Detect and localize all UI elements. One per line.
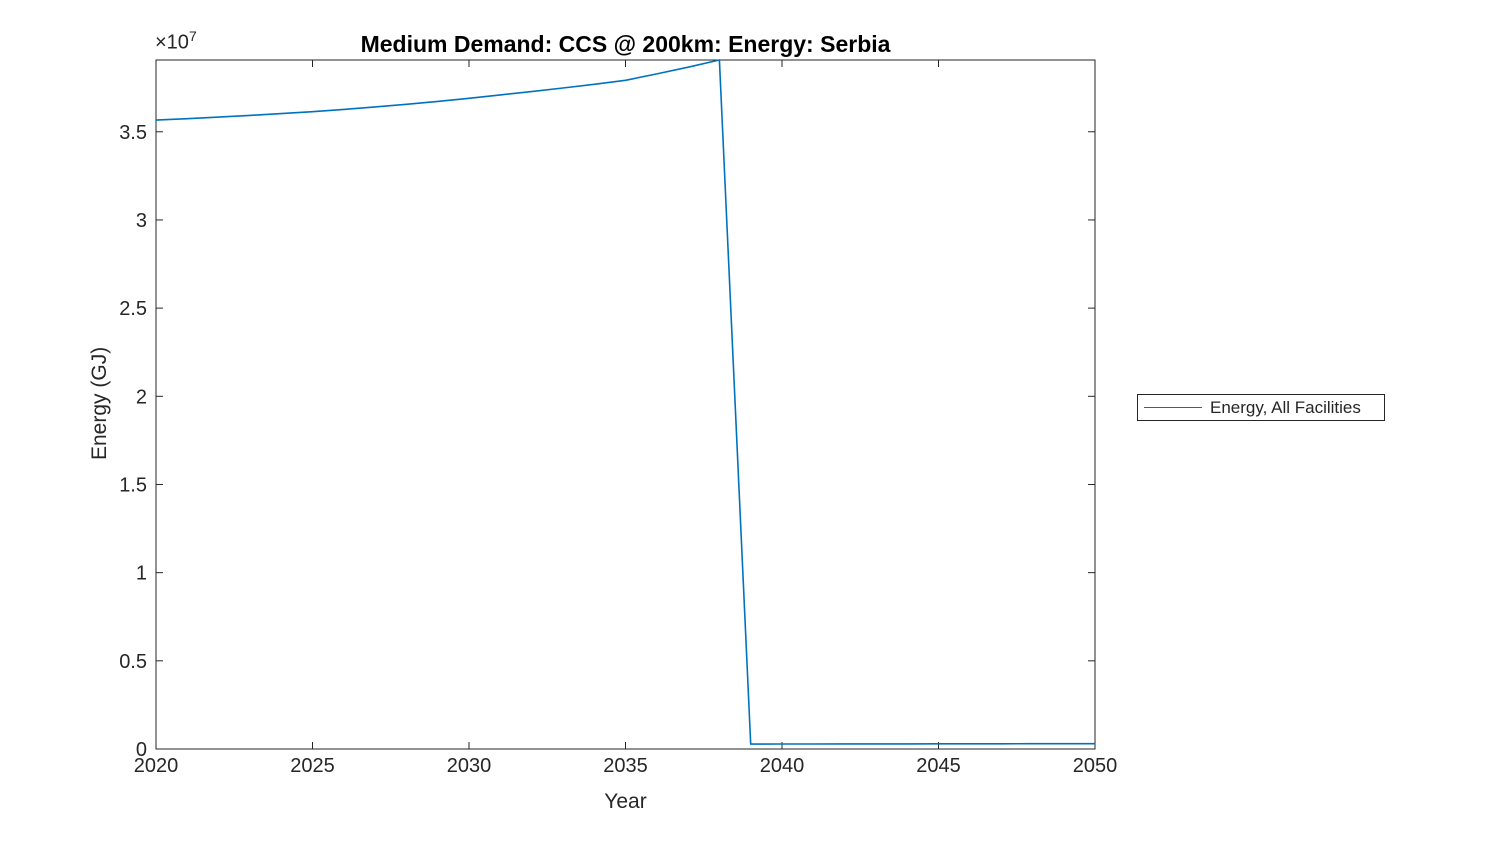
series-line — [155, 59, 1095, 745]
legend-entry-label: Energy, All Facilities — [1210, 397, 1361, 417]
y-axis-multiplier-exponent: 7 — [188, 28, 197, 44]
y-tick-label: 2 — [136, 386, 147, 408]
y-tick-label: 0 — [136, 739, 147, 761]
x-tick-label: 2035 — [603, 755, 648, 777]
legend-line-sample — [1144, 407, 1202, 408]
x-axis-label: Year — [604, 790, 647, 813]
y-tick-label: 1.5 — [119, 474, 147, 496]
y-tick-label: 1 — [136, 563, 147, 585]
x-tick-label: 2025 — [290, 755, 335, 777]
y-axis-label: Energy (GJ) — [88, 346, 111, 460]
x-tick-label: 2050 — [1073, 755, 1118, 777]
y-tick-label: 0.5 — [119, 651, 147, 673]
y-tick-label: 2.5 — [119, 298, 147, 320]
x-tick-label: 2030 — [447, 755, 492, 777]
x-tick-label: 2020 — [134, 755, 179, 777]
chart-title: Medium Demand: CCS @ 200km: Energy: Serb… — [360, 31, 891, 57]
legend: Energy, All Facilities — [1137, 394, 1385, 421]
x-tick-label: 2040 — [760, 755, 805, 777]
axes-box — [155, 59, 1096, 750]
y-tick-label: 3 — [136, 210, 147, 232]
y-tick-label: 3.5 — [119, 122, 147, 144]
y-axis-multiplier: ×107 — [155, 28, 197, 55]
x-tick-label: 2045 — [916, 755, 961, 777]
y-axis-multiplier-base: ×10 — [155, 31, 189, 54]
